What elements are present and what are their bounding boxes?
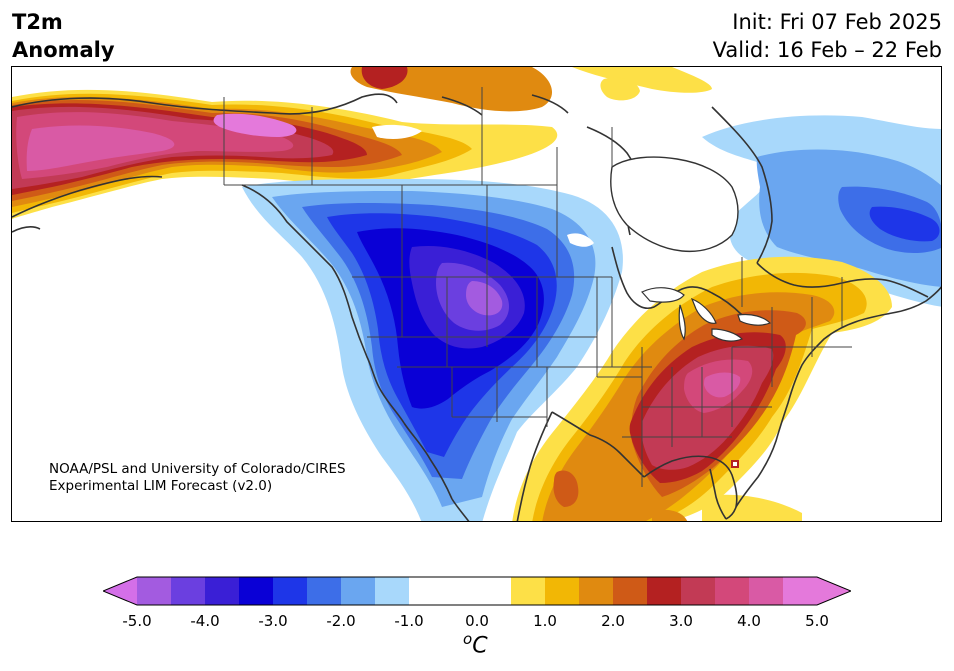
- colorbar-outline: [103, 576, 851, 606]
- unit-degree: o: [463, 630, 473, 648]
- colorbar-bin: [579, 577, 614, 605]
- colorbar-tick-label: -4.0: [190, 612, 220, 630]
- forecast-dates: Init: Fri 07 Feb 2025 Valid: 16 Feb – 22…: [713, 8, 942, 64]
- great-lakes: [641, 287, 772, 342]
- colorbar-bin: [647, 577, 682, 605]
- colorbar-bin: [545, 577, 580, 605]
- data-credit: NOAA/PSL and University of Colorado/CIRE…: [49, 461, 346, 495]
- se-warm-magenta: [704, 372, 741, 398]
- init-date: Init: Fri 07 Feb 2025: [732, 10, 942, 34]
- colorbar-bin: [273, 577, 308, 605]
- colorbar-bin: [375, 577, 410, 605]
- colorbar-tick-label: 4.0: [737, 612, 761, 630]
- map-canvas: [12, 67, 941, 521]
- arctic-warm-yellow2: [600, 77, 640, 101]
- anomaly-map: [11, 66, 942, 522]
- cuba-warm-yellow: [702, 494, 802, 521]
- west-cool-purple: [466, 281, 503, 316]
- colorbar-unit: oC: [463, 630, 488, 658]
- colorbar-extend-high: [817, 577, 851, 605]
- title-quantity: Anomaly: [12, 38, 115, 62]
- colorbar-bin: [307, 577, 342, 605]
- alaska-warm-violet: [213, 113, 297, 137]
- colorbar-bin: [715, 577, 750, 605]
- colorbar-tick-label: 0.0: [465, 612, 489, 630]
- title-variable: T2m: [12, 10, 63, 34]
- colorbar-extend-low: [103, 577, 137, 605]
- colorbar-tick-label: 2.0: [601, 612, 625, 630]
- canada-cool-dkblue: [869, 206, 940, 242]
- yucatan-warm-orange: [652, 509, 687, 521]
- credit-product: Experimental LIM Forecast (v2.0): [49, 478, 273, 494]
- colorbar-tick-labels: -5.0 -4.0 -3.0 -2.0 -1.0 0.0 1.0 2.0 3.0 4.0 5.0: [0, 612, 954, 632]
- unit-letter: C: [472, 633, 488, 659]
- colorbar-tick-label: -2.0: [326, 612, 356, 630]
- credit-org: NOAA/PSL and University of Colorado/CIRE…: [49, 461, 346, 477]
- colorbar: [103, 576, 851, 606]
- colorbar-bin: [171, 577, 206, 605]
- colorbar-bin: [409, 577, 512, 605]
- canada-cool-light-north: [788, 118, 900, 150]
- colorbar-tick-label: -5.0: [122, 612, 152, 630]
- political-borders: [223, 87, 852, 487]
- colorbar-bin: [205, 577, 240, 605]
- colorbar-tick-label: 1.0: [533, 612, 557, 630]
- florida-marker: [731, 460, 739, 468]
- alaska-warm-magenta: [26, 125, 175, 171]
- arctic-warm-yellow: [572, 67, 712, 93]
- colorbar-bin: [239, 577, 274, 605]
- coastlines: [12, 93, 941, 521]
- great-slave-lake: [567, 233, 594, 247]
- colorbar-tick-label: -1.0: [394, 612, 424, 630]
- arctic-warm-red: [361, 67, 408, 89]
- colorbar-bin: [137, 577, 172, 605]
- colorbar-tick-label: -3.0: [258, 612, 288, 630]
- colorbar-bin: [749, 577, 784, 605]
- colorbar-bin: [613, 577, 648, 605]
- colorbar-tick-label: 3.0: [669, 612, 693, 630]
- great-bear-lake: [372, 124, 422, 139]
- map-title: T2m Anomaly: [12, 8, 115, 64]
- colorbar-tick-label: 5.0: [805, 612, 829, 630]
- mexico-warm-dkorange: [553, 470, 579, 507]
- valid-range: Valid: 16 Feb – 22 Feb: [712, 38, 942, 62]
- colorbar-bin: [783, 577, 818, 605]
- hudson-bay: [610, 156, 739, 253]
- colorbar-bin: [681, 577, 716, 605]
- colorbar-bin: [511, 577, 546, 605]
- colorbar-bin: [341, 577, 376, 605]
